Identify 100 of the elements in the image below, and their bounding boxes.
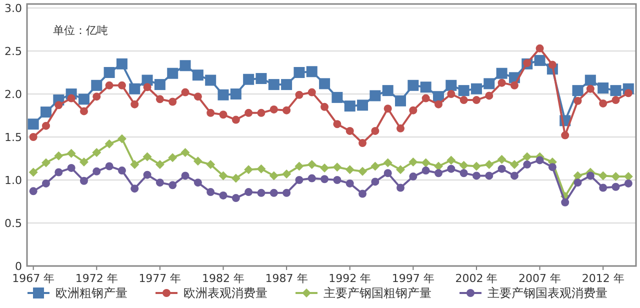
point bbox=[496, 68, 508, 79]
x-tick-label: 2012 年 bbox=[582, 272, 624, 285]
point bbox=[396, 184, 405, 192]
point bbox=[54, 151, 64, 160]
point bbox=[422, 166, 430, 175]
point bbox=[345, 165, 354, 174]
point bbox=[460, 96, 468, 104]
y-tick-label: 0 bbox=[15, 260, 22, 273]
point bbox=[358, 190, 367, 198]
point bbox=[510, 160, 519, 170]
point bbox=[104, 67, 115, 78]
point bbox=[624, 179, 632, 188]
point bbox=[105, 162, 114, 170]
point bbox=[320, 102, 329, 111]
point bbox=[472, 172, 480, 180]
point bbox=[434, 169, 442, 178]
point bbox=[295, 90, 304, 99]
point bbox=[610, 85, 622, 96]
x-tick-label: 1992 年 bbox=[328, 272, 372, 285]
point bbox=[118, 166, 126, 175]
point bbox=[484, 160, 494, 170]
point bbox=[484, 78, 495, 90]
point bbox=[206, 108, 215, 117]
point bbox=[332, 162, 342, 172]
point bbox=[370, 162, 380, 171]
point bbox=[295, 176, 304, 184]
point bbox=[572, 85, 584, 96]
point bbox=[523, 160, 532, 169]
point bbox=[534, 54, 546, 66]
point bbox=[307, 160, 316, 170]
point bbox=[536, 156, 544, 164]
point bbox=[118, 81, 126, 90]
point bbox=[92, 92, 101, 101]
point bbox=[78, 94, 90, 105]
point bbox=[219, 191, 228, 200]
point bbox=[218, 89, 229, 100]
point bbox=[282, 188, 291, 197]
point bbox=[358, 166, 368, 176]
x-tick-label: 1977 年 bbox=[138, 272, 182, 285]
point bbox=[205, 74, 216, 86]
point bbox=[156, 178, 164, 187]
point bbox=[422, 94, 430, 102]
point bbox=[244, 188, 253, 196]
point bbox=[130, 160, 140, 170]
legend-label: 主要产钢国表观消费量 bbox=[488, 286, 608, 300]
point bbox=[282, 169, 292, 178]
point bbox=[143, 170, 152, 179]
point bbox=[548, 60, 556, 69]
point bbox=[193, 156, 202, 166]
point bbox=[116, 58, 128, 70]
point bbox=[408, 80, 419, 91]
point bbox=[282, 106, 291, 114]
point bbox=[611, 172, 620, 182]
y-tick-label: 1.5 bbox=[4, 131, 22, 144]
point bbox=[257, 108, 266, 117]
point bbox=[358, 139, 367, 148]
point bbox=[40, 106, 52, 118]
point bbox=[129, 83, 140, 94]
point bbox=[105, 81, 114, 90]
x-tick-label: 1987 年 bbox=[265, 272, 308, 285]
point bbox=[181, 172, 190, 180]
point bbox=[168, 98, 177, 106]
point bbox=[42, 179, 50, 188]
point bbox=[574, 178, 582, 187]
point bbox=[624, 89, 632, 98]
point bbox=[206, 160, 216, 170]
point bbox=[498, 164, 506, 173]
point bbox=[130, 184, 139, 193]
annotation: 单位：亿吨 bbox=[53, 24, 108, 37]
point bbox=[194, 178, 202, 187]
point bbox=[384, 169, 392, 178]
point bbox=[370, 90, 381, 102]
point bbox=[586, 172, 594, 180]
x-tick-label: 1967 年 bbox=[12, 272, 55, 285]
point bbox=[584, 74, 596, 86]
point bbox=[396, 165, 406, 174]
point bbox=[447, 164, 456, 173]
x-tick-label: 1972 年 bbox=[75, 272, 118, 285]
point bbox=[333, 120, 342, 128]
point bbox=[574, 96, 582, 105]
point bbox=[194, 92, 202, 101]
y-tick-label: 3.0 bbox=[4, 2, 22, 15]
point bbox=[268, 79, 280, 90]
point bbox=[346, 126, 354, 135]
point bbox=[142, 152, 152, 162]
point bbox=[130, 100, 139, 108]
point bbox=[586, 84, 594, 93]
point bbox=[396, 124, 405, 132]
point bbox=[612, 182, 620, 191]
point bbox=[54, 101, 63, 110]
point bbox=[510, 81, 518, 90]
point bbox=[168, 153, 178, 162]
point bbox=[67, 94, 76, 102]
point bbox=[231, 174, 240, 183]
point bbox=[67, 164, 76, 172]
legend-label: 主要产钢国粗钢产量 bbox=[324, 286, 432, 300]
y-tick-label: 2.0 bbox=[4, 88, 22, 101]
point bbox=[561, 131, 570, 140]
point bbox=[155, 160, 164, 170]
point bbox=[510, 172, 518, 180]
